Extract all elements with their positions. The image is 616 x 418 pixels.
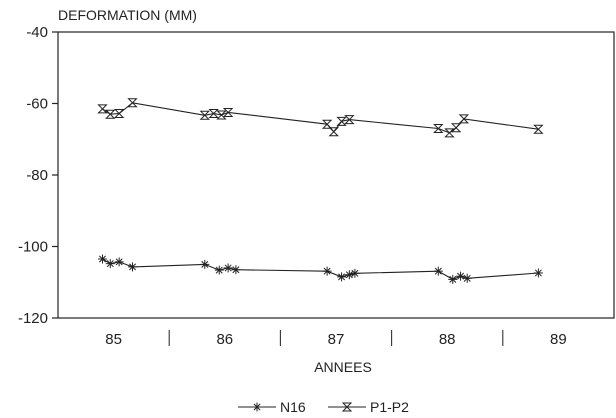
data-point [105, 259, 115, 269]
x-tick-label: 88 [439, 331, 456, 348]
data-point [533, 124, 544, 134]
series-line [102, 258, 539, 281]
y-tick-label: -80 [26, 167, 48, 184]
x-axis-label: ANNEES [314, 359, 372, 375]
data-point [223, 263, 233, 273]
y-axis: -40 -60 -80 -100 -120 [18, 24, 58, 327]
legend-label: P1-P2 [370, 399, 409, 415]
data-point [105, 109, 116, 119]
legend-item: P1-P2 [328, 399, 409, 415]
y-tick-label: -120 [18, 310, 48, 327]
data-point [337, 272, 347, 282]
data-point [462, 273, 472, 283]
data-point [114, 257, 124, 267]
data-point [321, 119, 333, 129]
series-p1-p2 [97, 98, 544, 138]
y-axis-label: DEFORMATION (MM) [58, 7, 197, 23]
series-layer [97, 98, 544, 284]
data-point [216, 110, 227, 120]
legend-label: N16 [280, 399, 306, 415]
data-point [458, 114, 470, 124]
x-tick-label: 85 [105, 331, 122, 348]
data-point [231, 265, 241, 275]
data-point [448, 274, 458, 284]
data-point [322, 266, 332, 276]
legend: N16 P1-P2 [238, 399, 409, 415]
data-point [222, 107, 234, 117]
data-point [214, 265, 224, 275]
x-axis: 85 86 87 88 89 [105, 330, 567, 348]
data-point [433, 266, 443, 276]
x-tick-label: 89 [550, 331, 567, 348]
data-point [533, 268, 543, 278]
data-point [200, 259, 210, 269]
data-point [113, 109, 125, 119]
data-point [433, 124, 444, 134]
data-point [456, 271, 466, 281]
y-tick-label: -60 [26, 96, 48, 113]
series-n16 [97, 254, 543, 284]
data-point [444, 128, 455, 138]
y-tick-label: -100 [18, 239, 48, 256]
data-point [97, 104, 108, 114]
data-point [350, 268, 360, 278]
data-point [97, 254, 107, 264]
data-point [208, 109, 219, 119]
x-tick-label: 86 [216, 331, 233, 348]
data-point [336, 116, 347, 126]
data-point [450, 123, 462, 133]
data-point [328, 127, 339, 137]
data-point [128, 262, 138, 272]
data-point [199, 110, 210, 120]
x-tick-label: 87 [328, 331, 345, 348]
y-tick-label: -40 [26, 24, 48, 41]
legend-item: N16 [238, 399, 306, 415]
series-line [102, 102, 539, 134]
data-point [127, 98, 138, 108]
data-point [344, 115, 355, 125]
data-point [344, 270, 354, 280]
